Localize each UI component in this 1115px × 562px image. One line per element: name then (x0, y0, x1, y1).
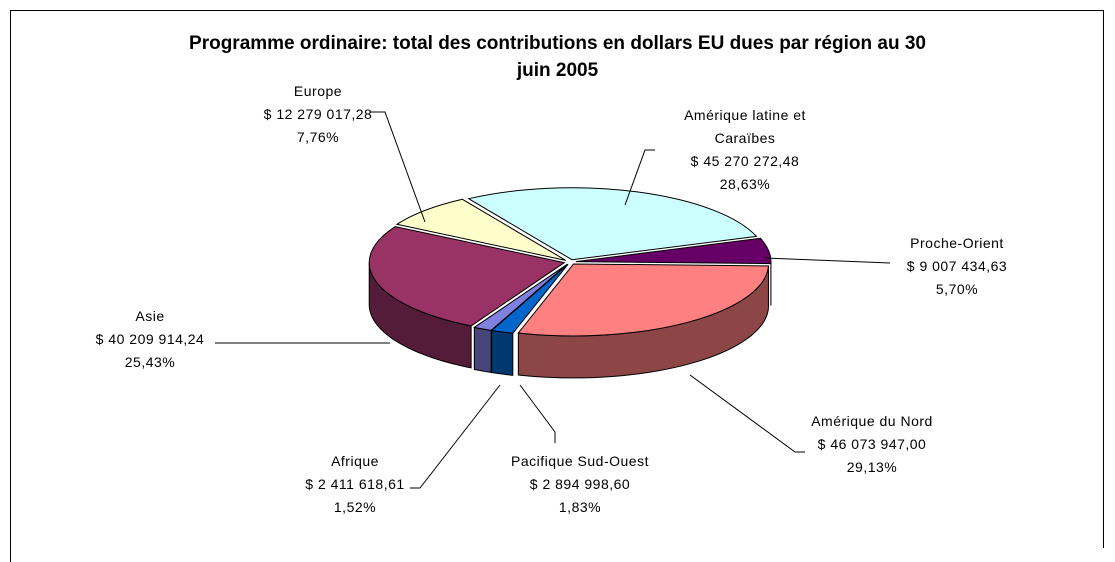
label-value: $ 9 007 434,63 (906, 258, 1008, 274)
label-category: Europe (293, 83, 343, 99)
chart-frame (10, 10, 1104, 562)
data-label: Amérique latine et Caraïbes $ 45 270 272,… (675, 104, 815, 196)
label-percent: 5,70% (935, 281, 979, 297)
pie-slice (473, 263, 568, 331)
data-label: Amérique du Nord $ 46 073 947,00 29,13% (782, 410, 962, 479)
pie-slice (467, 187, 758, 261)
pie-slice (395, 198, 566, 261)
label-value: $ 2 411 618,61 (305, 476, 405, 492)
pie-slice (517, 263, 769, 337)
label-category: Pacifique Sud-Ouest (511, 453, 649, 469)
data-label: Asie $ 40 209 914,24 25,43% (70, 305, 230, 374)
label-category: Proche-Orient (910, 235, 1004, 251)
data-label: Afrique $ 2 411 618,61 1,52% (280, 450, 430, 519)
label-value: $ 45 270 272,48 (690, 153, 800, 169)
data-label: Proche-Orient $ 9 007 434,63 5,70% (877, 232, 1037, 301)
label-percent: 29,13% (846, 459, 898, 475)
chart-title: Programme ordinaire: total des contribut… (189, 33, 926, 81)
label-category: Amérique latine et Caraïbes (684, 107, 806, 146)
label-percent: 1,52% (333, 499, 377, 515)
leader-line (519, 384, 556, 443)
label-value: $ 2 894 998,60 (529, 476, 631, 492)
label-percent: 25,43% (124, 354, 176, 370)
data-label: Pacifique Sud-Ouest $ 2 894 998,60 1,83% (490, 450, 670, 519)
label-value: $ 46 073 947,00 (817, 436, 927, 452)
label-category: Asie (135, 308, 165, 324)
label-percent: 7,76% (296, 129, 340, 145)
label-category: Afrique (331, 453, 379, 469)
pie-slice-side (473, 326, 492, 374)
label-percent: 1,83% (558, 499, 602, 515)
pie-slice (575, 237, 772, 265)
leader-line (764, 257, 891, 264)
leader-line (370, 111, 426, 223)
leader-line (689, 374, 805, 453)
pie-slice (368, 226, 566, 327)
leader-line (410, 384, 501, 489)
label-value: $ 12 279 017,28 (263, 106, 373, 122)
label-value: $ 40 209 914,24 (95, 331, 205, 347)
label-category: Amérique du Nord (811, 413, 933, 429)
label-percent: 28,63% (719, 176, 771, 192)
pie-slice-side (491, 329, 514, 376)
data-label: Europe $ 12 279 017,28 7,76% (238, 80, 398, 149)
leader-line (624, 149, 655, 206)
